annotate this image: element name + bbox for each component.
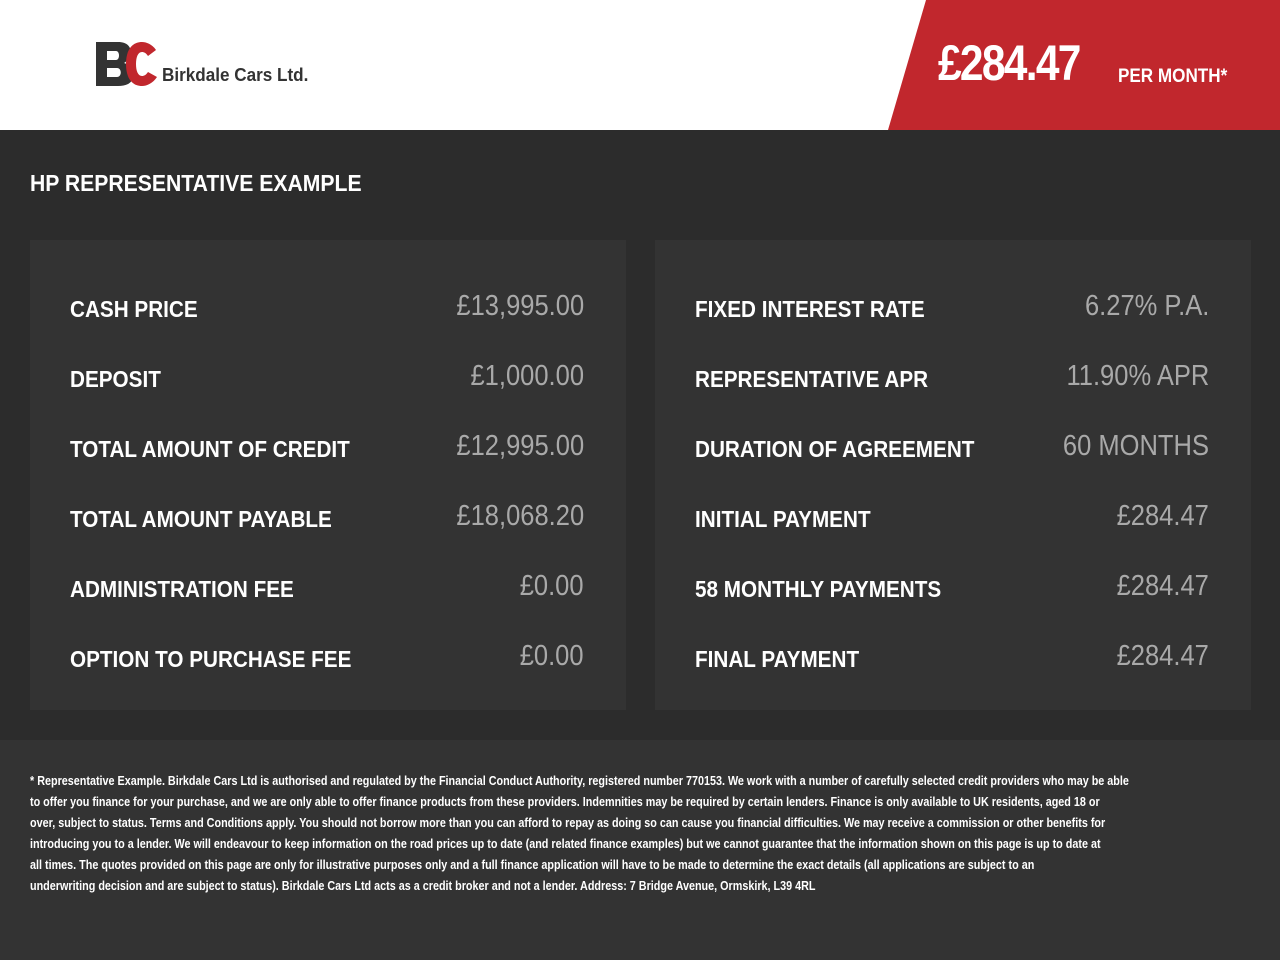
header: Birkdale Cars Ltd. £284.47 PER MONTH*: [0, 0, 1280, 130]
finance-label: FIXED INTEREST RATE: [695, 296, 925, 322]
finance-row: REPRESENTATIVE APR 11.90% APR: [695, 358, 1209, 398]
finance-label: DEPOSIT: [70, 366, 161, 392]
finance-value: 11.90% APR: [1066, 360, 1209, 392]
finance-label: REPRESENTATIVE APR: [695, 366, 929, 392]
birkdale-cars-logo[interactable]: Birkdale Cars Ltd.: [96, 40, 336, 90]
finance-value: 6.27% P.A.: [1084, 290, 1209, 322]
finance-value: £12,995.00: [456, 430, 584, 462]
disclaimer-line: over, subject to status. Terms and Condi…: [30, 815, 1106, 830]
disclaimer-line: * Representative Example. Birkdale Cars …: [30, 773, 1129, 788]
finance-label: INITIAL PAYMENT: [695, 506, 871, 532]
finance-row: OPTION TO PURCHASE FEE £0.00: [70, 638, 584, 678]
finance-value: £284.47: [1116, 570, 1209, 602]
disclaimer-footer: * Representative Example. Birkdale Cars …: [0, 740, 1280, 960]
monthly-price-banner: £284.47 PER MONTH*: [888, 0, 1280, 130]
finance-row: FIXED INTEREST RATE 6.27% P.A.: [695, 288, 1209, 328]
finance-value: £284.47: [1116, 640, 1209, 672]
finance-label: TOTAL AMOUNT PAYABLE: [70, 506, 332, 532]
finance-row: TOTAL AMOUNT PAYABLE £18,068.20: [70, 498, 584, 538]
disclaimer-line: introducing you to a lender. We will end…: [30, 836, 1101, 851]
finance-label: ADMINISTRATION FEE: [70, 576, 294, 602]
finance-row: ADMINISTRATION FEE £0.00: [70, 568, 584, 608]
finance-row: DEPOSIT £1,000.00: [70, 358, 584, 398]
logo-mark-icon: [96, 42, 157, 86]
left-finance-panel: CASH PRICE £13,995.00 DEPOSIT £1,000.00 TOTA…: [30, 240, 626, 710]
finance-label: TOTAL AMOUNT OF CREDIT: [70, 436, 350, 462]
finance-row: CASH PRICE £13,995.00: [70, 288, 584, 328]
finance-label: CASH PRICE: [70, 296, 198, 322]
finance-value: £0.00: [520, 640, 584, 672]
finance-row: FINAL PAYMENT £284.47: [695, 638, 1209, 678]
finance-value: £18,068.20: [456, 500, 584, 532]
finance-row: DURATION OF AGREEMENT 60 MONTHS: [695, 428, 1209, 468]
brand-name: Birkdale Cars Ltd.: [162, 65, 309, 85]
disclaimer-line: all times. The quotes provided on this p…: [30, 857, 1035, 872]
finance-label: 58 MONTHLY PAYMENTS: [695, 576, 942, 602]
right-finance-panel: FIXED INTEREST RATE 6.27% P.A. REPRESENTAT…: [655, 240, 1251, 710]
per-month-label: PER MONTH*: [1118, 66, 1228, 87]
finance-value: £1,000.00: [470, 360, 584, 392]
finance-label: FINAL PAYMENT: [695, 646, 860, 672]
finance-row: INITIAL PAYMENT £284.47: [695, 498, 1209, 538]
monthly-price: £284.47: [938, 35, 1081, 91]
finance-value: 60 MONTHS: [1062, 430, 1209, 462]
finance-label: DURATION OF AGREEMENT: [695, 436, 975, 462]
disclaimer-text: * Representative Example. Birkdale Cars …: [30, 770, 1280, 896]
disclaimer-line: to offer you finance for your purchase, …: [30, 794, 1100, 809]
finance-value: £13,995.00: [456, 290, 584, 322]
finance-value: £0.00: [520, 570, 584, 602]
finance-row: 58 MONTHLY PAYMENTS £284.47: [695, 568, 1209, 608]
finance-label: OPTION TO PURCHASE FEE: [70, 646, 352, 672]
finance-value: £284.47: [1116, 500, 1209, 532]
finance-row: TOTAL AMOUNT OF CREDIT £12,995.00: [70, 428, 584, 468]
section-title: HP REPRESENTATIVE EXAMPLE: [30, 170, 362, 196]
disclaimer-line: underwriting decision and are subject to…: [30, 878, 816, 893]
